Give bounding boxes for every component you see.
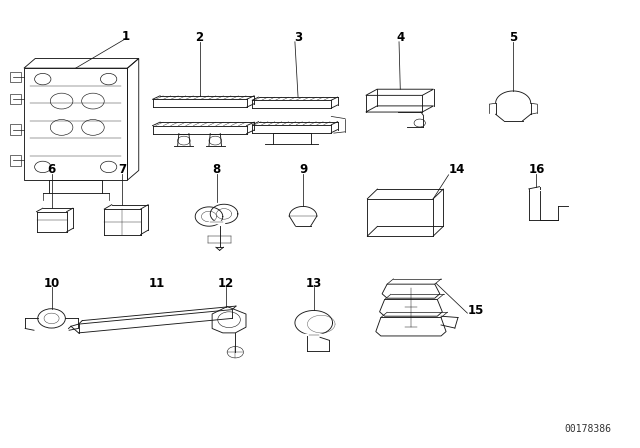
Text: 9: 9 [299,164,307,177]
Text: 3: 3 [294,31,302,44]
Text: 2: 2 [195,31,204,44]
Text: 11: 11 [149,277,165,290]
Text: 4: 4 [396,31,404,44]
Text: 8: 8 [212,164,221,177]
Text: 5: 5 [509,31,517,44]
Text: 6: 6 [47,164,56,177]
Text: 15: 15 [467,305,484,318]
Text: 13: 13 [306,277,322,290]
Text: 16: 16 [528,164,545,177]
Text: 10: 10 [44,277,60,290]
Text: 14: 14 [449,164,465,177]
Text: 12: 12 [218,277,234,290]
Text: 00178386: 00178386 [564,424,612,434]
Text: 1: 1 [122,30,130,43]
Text: 7: 7 [118,164,127,177]
